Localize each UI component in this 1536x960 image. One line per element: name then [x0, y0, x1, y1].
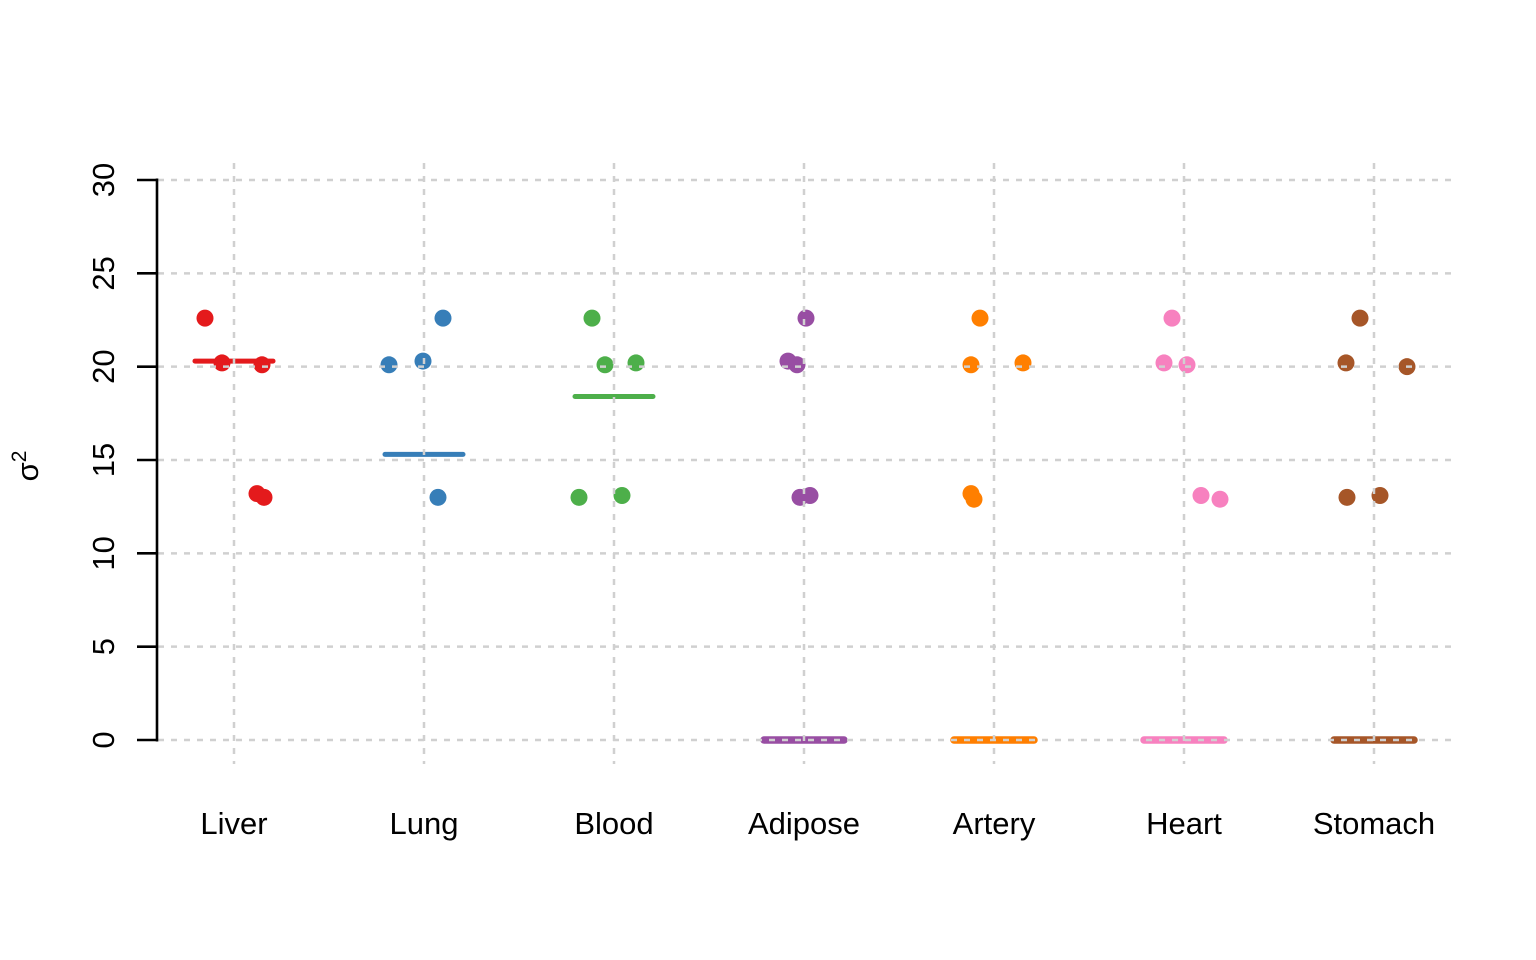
- data-point-lung: [434, 309, 452, 327]
- gridlines-layer: [158, 163, 1453, 764]
- x-category-label-stomach: Stomach: [1313, 806, 1435, 841]
- data-point-liver: [213, 354, 231, 372]
- data-point-lung: [380, 356, 398, 374]
- data-point-liver: [253, 356, 271, 374]
- data-point-adipose: [788, 356, 806, 374]
- data-point-adipose: [797, 309, 815, 327]
- data-point-heart: [1155, 354, 1173, 372]
- data-point-lung: [429, 488, 447, 506]
- data-point-artery: [965, 490, 983, 508]
- data-point-artery: [1014, 354, 1032, 372]
- data-point-adipose: [801, 486, 819, 504]
- labels-layer: 0 5 10 15 20 25 30 σ2 Liver Lung Blood Adipose Arter…: [8, 163, 1435, 841]
- data-point-blood: [613, 486, 631, 504]
- x-category-label-liver: Liver: [200, 806, 267, 841]
- x-category-label-blood: Blood: [574, 806, 653, 841]
- y-tick-label-25: 25: [86, 256, 121, 290]
- data-point-stomach: [1371, 486, 1389, 504]
- data-point-heart: [1178, 356, 1196, 374]
- x-category-label-heart: Heart: [1146, 806, 1222, 841]
- data-point-liver: [255, 488, 273, 506]
- data-point-stomach: [1338, 488, 1356, 506]
- y-tick-label-20: 20: [86, 349, 121, 383]
- x-category-label-artery: Artery: [953, 806, 1036, 841]
- y-axis-title: σ2: [8, 451, 45, 482]
- y-axis: [137, 178, 159, 742]
- x-category-label-lung: Lung: [390, 806, 459, 841]
- data-point-artery: [971, 309, 989, 327]
- data-point-heart: [1163, 309, 1181, 327]
- data-point-heart: [1192, 486, 1210, 504]
- data-point-blood: [583, 309, 601, 327]
- data-point-stomach: [1337, 354, 1355, 372]
- y-tick-label-30: 30: [86, 163, 121, 197]
- y-tick-label-5: 5: [86, 638, 121, 655]
- data-point-blood: [596, 356, 614, 374]
- data-point-stomach: [1351, 309, 1369, 327]
- data-point-artery: [962, 356, 980, 374]
- y-tick-label-10: 10: [86, 536, 121, 570]
- x-category-label-adipose: Adipose: [748, 806, 860, 841]
- data-point-heart: [1211, 490, 1229, 508]
- data-point-liver: [196, 309, 214, 327]
- data-point-blood: [627, 354, 645, 372]
- y-tick-label-0: 0: [86, 731, 121, 748]
- y-tick-label-15: 15: [86, 443, 121, 477]
- data-point-blood: [570, 488, 588, 506]
